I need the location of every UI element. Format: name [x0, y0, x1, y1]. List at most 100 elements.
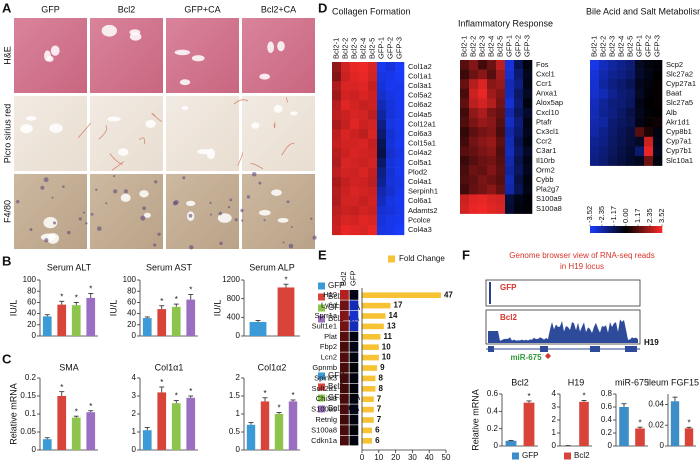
row-label: Plat [324, 332, 338, 341]
heatmap-cell [505, 60, 515, 70]
heatmap-cell [505, 108, 515, 118]
legend-label: Bcl2 [328, 292, 344, 301]
stain [218, 211, 223, 216]
heatmap-cell [350, 119, 360, 130]
heatmap-cell [460, 184, 470, 195]
vessel [139, 190, 149, 198]
vessel [259, 209, 271, 216]
row-label: Alox5ap [536, 98, 563, 107]
value-label: 11 [383, 332, 392, 341]
heatmap-cell [608, 127, 618, 138]
colorbar-step [609, 226, 612, 233]
value-label: 6 [375, 436, 380, 445]
row-label: Ptafr [536, 117, 552, 126]
row-label: Retnlg [315, 415, 337, 424]
heatmap-cell [332, 71, 342, 82]
bar [186, 397, 196, 450]
heatmap-cell [469, 108, 479, 118]
colorbar-step [624, 226, 627, 233]
heatmap-cell [505, 194, 515, 205]
bar [171, 306, 181, 336]
y-tick-label: 0 [32, 331, 37, 340]
value-label: 13 [387, 322, 396, 331]
fibrosis [273, 121, 276, 129]
x-tick-label: 0 [360, 453, 365, 462]
vessel [46, 233, 60, 244]
heatmap-cell [340, 331, 349, 342]
row-label: Adamts2 [408, 206, 438, 215]
colorbar-step [641, 226, 643, 233]
y-tick-label: 20 [127, 320, 136, 329]
heatmap-cell [599, 88, 609, 99]
bar [505, 440, 517, 446]
colorbar-label: 1.17 [633, 208, 642, 223]
heatmap-cell [359, 90, 369, 101]
heatmap-cell [617, 156, 627, 166]
heatmap-cell [653, 156, 663, 166]
row-header: Picro sirius red [2, 104, 12, 164]
heatmap-cell [478, 156, 488, 166]
row-label: Col6a3 [408, 129, 432, 138]
legend-swatch [318, 293, 325, 301]
heatmap-cell [349, 352, 359, 363]
y-tick-label: 100 [23, 275, 37, 284]
heatmap-cell [635, 108, 645, 118]
heatmap-cell [469, 146, 479, 157]
column-label: Bcl2-1 [589, 36, 598, 57]
heatmap-cell [341, 177, 351, 188]
row-label: Lcn2 [321, 353, 337, 362]
stain [182, 176, 186, 180]
heatmap-cell [505, 79, 515, 90]
exon [625, 346, 637, 352]
track-box [485, 279, 641, 307]
bar [362, 396, 374, 402]
exon [590, 346, 600, 352]
heatmap-cell [349, 321, 359, 331]
heatmap-cell [340, 290, 349, 300]
y-tick-label: 20 [27, 320, 36, 329]
column-label: GFP-3 [394, 37, 403, 59]
heatmap-cell [359, 71, 369, 82]
significance: * [89, 402, 92, 411]
colorbar-step [603, 226, 606, 233]
vessel [145, 119, 156, 128]
panel-label: E [318, 247, 327, 262]
colorbar-label: -2.35 [597, 206, 606, 223]
colorbar-step [590, 226, 592, 233]
x-tick-label: 10 [374, 453, 383, 462]
heatmap-cell [644, 98, 654, 109]
row-label: Cx3cl1 [536, 127, 559, 136]
heatmap-cell [469, 184, 479, 195]
heatmap-cell [460, 175, 470, 186]
heatmap-cell [349, 394, 359, 404]
heatmap-cell [368, 62, 378, 72]
heatmap-cell [395, 110, 405, 120]
heatmap-cell [505, 88, 515, 99]
y-axis-label: IU/L [212, 300, 222, 317]
stain [288, 243, 294, 249]
heatmap-cell [395, 206, 405, 216]
heatmap-cell [395, 148, 405, 159]
y-tick-label: 0 [132, 331, 137, 340]
stain [189, 245, 194, 250]
heatmap-cell [460, 156, 470, 166]
heatmap-cell [496, 69, 506, 80]
vessel [101, 24, 118, 37]
column-label: Bcl2 [339, 271, 348, 286]
heatmap-cell [608, 69, 618, 80]
heatmap-cell [505, 127, 515, 138]
chart-title: H19 [568, 377, 585, 387]
heatmap-cell [377, 206, 387, 216]
heatmap-cell [386, 148, 396, 159]
stain [52, 221, 57, 225]
y-tick-label: 40 [27, 309, 36, 318]
column-label: GFP-1 [634, 35, 643, 57]
panel-label: B [2, 253, 11, 268]
browser-title: Genome browser view of RNA-seq reads [509, 251, 654, 260]
colorbar-step [657, 226, 660, 233]
heatmap-cell [332, 225, 342, 236]
heatmap-cell [341, 158, 351, 168]
bar [288, 401, 298, 450]
heatmap-cell [523, 175, 533, 186]
bar [579, 401, 589, 446]
